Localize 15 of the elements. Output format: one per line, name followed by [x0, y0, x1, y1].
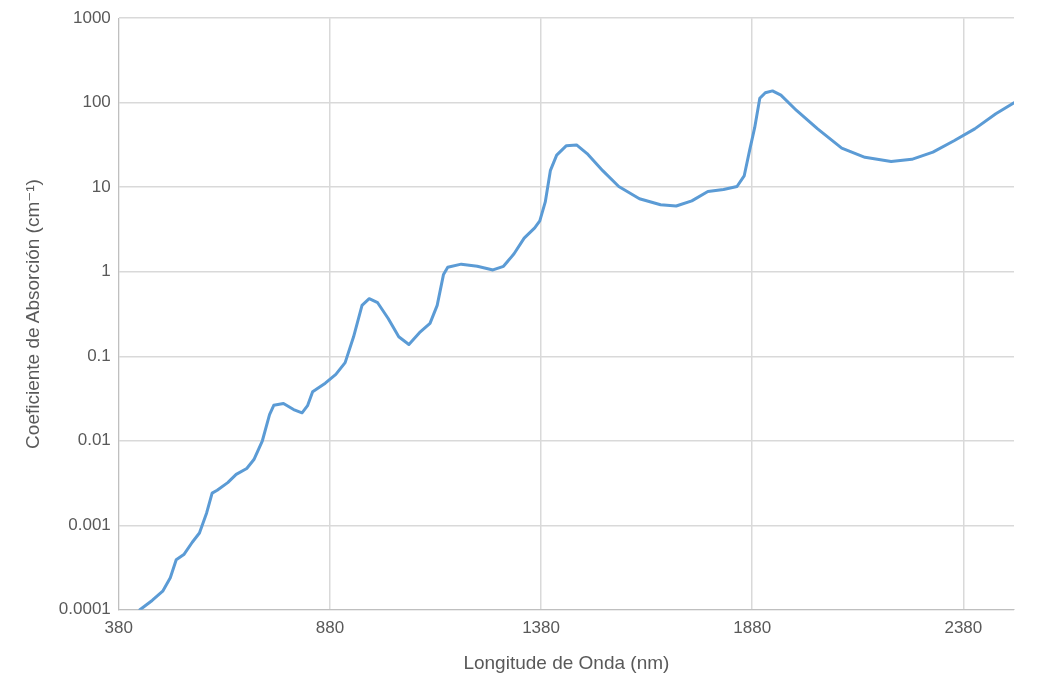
y-tick-label: 100 — [82, 92, 111, 112]
y-tick-label: 0.001 — [68, 514, 111, 534]
y-tick-label: 1 — [101, 261, 111, 281]
y-tick-label: 0.1 — [87, 345, 111, 365]
x-tick-label: 1380 — [522, 617, 560, 637]
y-tick-label: 10 — [91, 176, 111, 196]
x-tick-label: 380 — [104, 617, 133, 637]
x-tick-label: 880 — [315, 617, 345, 637]
y-tick-label: 1000 — [72, 7, 111, 27]
y-axis-title: Coeficiente de Absorción (cm⁻¹) — [21, 179, 43, 449]
x-tick-label: 1880 — [733, 617, 772, 637]
y-tick-label: 0.01 — [77, 430, 111, 450]
x-tick-label: 2380 — [944, 617, 983, 637]
x-axis-title: Longitude de Onda (nm) — [463, 651, 670, 673]
y-tick-label: 0.0001 — [58, 599, 111, 619]
